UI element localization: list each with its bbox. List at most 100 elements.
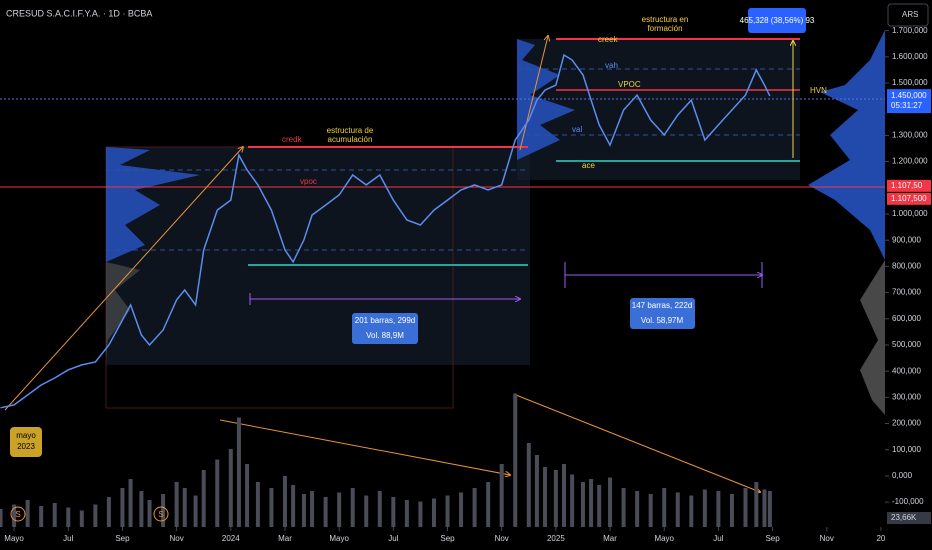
volume-bar <box>236 417 241 527</box>
volume-bar <box>486 482 491 527</box>
measure-label: 201 barras, 299d <box>355 316 416 325</box>
badge: mayo <box>16 431 36 440</box>
volume-bar <box>0 509 3 527</box>
volume-bar <box>729 494 734 527</box>
volume-bar <box>269 488 274 527</box>
volume-bar <box>337 492 342 527</box>
volume-bar <box>174 482 179 527</box>
y-tick-label: 700,000 <box>892 288 921 297</box>
volume-bar <box>597 485 602 527</box>
volume-box <box>887 512 931 524</box>
volume-bar <box>589 479 594 527</box>
y-tick-label: 0,000 <box>892 471 913 480</box>
annotation: vpoc <box>300 177 317 186</box>
x-tick-label: Jul <box>713 534 723 543</box>
volume-bar <box>418 501 423 527</box>
x-tick-label: Sep <box>115 534 130 543</box>
level-label: 1.107,500 <box>891 194 927 203</box>
volume-bar <box>445 495 450 527</box>
volume-bar <box>12 504 17 527</box>
annotation: estructura de <box>327 126 374 135</box>
event-icon[interactable] <box>153 506 169 522</box>
annotation: estructura en <box>642 15 689 24</box>
volume-bar <box>716 491 721 527</box>
y-tick-label: 400,000 <box>892 366 921 375</box>
data-layer <box>0 53 772 527</box>
y-tick-label: 600,000 <box>892 314 921 323</box>
volume-bar <box>79 510 84 527</box>
x-tick-label: Mayo <box>654 534 674 543</box>
volume-bar <box>120 488 125 527</box>
volume-bar <box>743 488 748 527</box>
last-price-box <box>887 89 931 114</box>
badge: 2023 <box>17 442 35 451</box>
annotation: ace <box>582 161 595 170</box>
measure-label: Vol. 58,97M <box>641 316 684 325</box>
volume-profile <box>860 260 885 415</box>
volume-bar <box>391 497 396 527</box>
volume-bar <box>526 443 531 527</box>
volume-bar <box>499 464 504 527</box>
volume-bar <box>648 494 653 527</box>
volume-bar <box>702 489 707 527</box>
volume-bar <box>282 476 287 527</box>
volume-bar <box>106 497 111 527</box>
volume-bar <box>25 500 30 527</box>
volume-bar <box>350 488 355 527</box>
level-box <box>887 192 931 205</box>
x-tick-label: Mayo <box>4 534 24 543</box>
x-tick-label: Jul <box>63 534 73 543</box>
volume-bar <box>543 467 548 527</box>
range-box-label <box>748 8 806 33</box>
x-tick-label: Sep <box>440 534 455 543</box>
currency-button[interactable] <box>887 3 929 27</box>
volume-bar <box>689 495 694 527</box>
volume-profile <box>808 30 885 260</box>
volume-bar <box>472 488 477 527</box>
volume-bar <box>459 492 464 527</box>
volume-bar <box>635 491 640 527</box>
y-tick-label: 500,000 <box>892 340 921 349</box>
x-tick-label: Jul <box>388 534 398 543</box>
y-tick-label: 300,000 <box>892 392 921 401</box>
currency: ARS <box>902 10 918 19</box>
trend-arrow <box>4 147 243 411</box>
event-icon[interactable] <box>10 506 26 522</box>
x-tick-label: Sep <box>765 534 780 543</box>
volume-bar <box>762 489 767 527</box>
volume-bar <box>182 488 187 527</box>
measure-box <box>630 298 695 329</box>
y-tick-label: 200,000 <box>892 419 921 428</box>
volume-bar <box>364 495 369 527</box>
volume-profile <box>517 39 575 160</box>
volume-bar <box>534 455 539 527</box>
volume-bar <box>93 504 98 527</box>
volume-bar <box>128 479 133 527</box>
countdown: 05:31:27 <box>891 101 923 110</box>
annotation: creek <box>598 35 619 44</box>
volume-bar <box>139 491 144 527</box>
volume-bar <box>201 470 206 527</box>
range-label: 465,328 (38,56%) 93 <box>740 16 815 25</box>
range-box <box>106 147 530 365</box>
volume-bar <box>255 482 260 527</box>
event-icon-label: S <box>158 510 163 519</box>
volume-bar <box>767 491 772 527</box>
volume-bar <box>561 464 566 527</box>
volume-bar <box>323 497 328 527</box>
measure-label: 147 barras, 222d <box>632 301 693 310</box>
x-tick-label: Nov <box>820 534 834 543</box>
volume-bar <box>291 485 296 527</box>
last-price-label: 1.450,000 <box>891 91 927 100</box>
y-tick-label: 1.000,000 <box>892 209 928 218</box>
volume-bar <box>570 474 575 527</box>
measure-label: Vol. 88,9M <box>366 331 404 340</box>
volume-arrow <box>219 419 510 475</box>
annotation: formación <box>647 24 682 33</box>
volume-bar <box>245 464 250 527</box>
volume-profile <box>106 147 200 262</box>
volume-bar <box>228 449 233 527</box>
volume-bar <box>161 494 166 527</box>
volume-bar <box>675 492 680 527</box>
